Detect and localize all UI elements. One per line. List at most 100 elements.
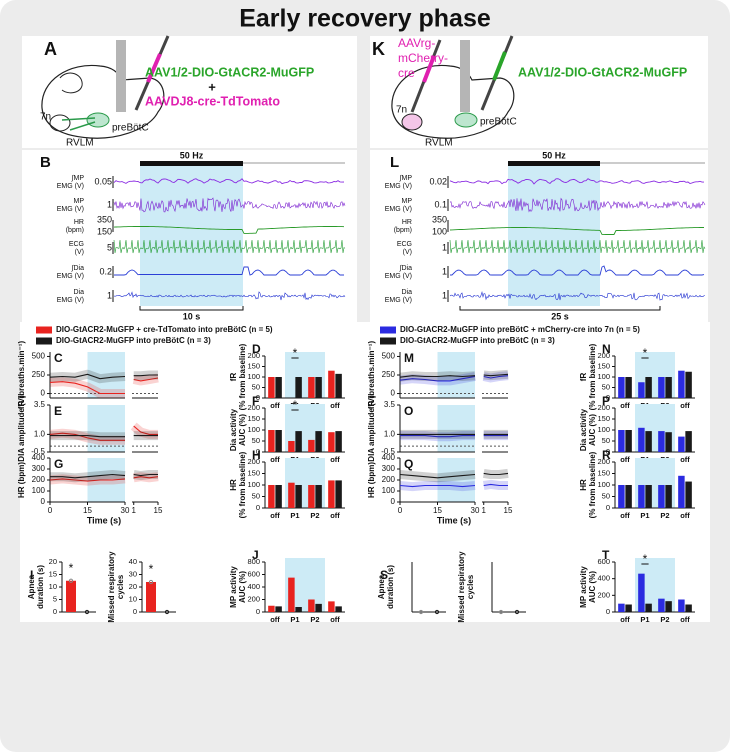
mean-line bbox=[133, 473, 158, 477]
channel-scale: 100 bbox=[432, 226, 447, 236]
mean-line bbox=[483, 472, 509, 476]
y-tick-label: 600 bbox=[597, 557, 610, 566]
trace bbox=[113, 291, 346, 301]
y-tick-label: 400 bbox=[32, 453, 46, 462]
bar bbox=[275, 606, 282, 612]
bar bbox=[268, 377, 275, 398]
mean-line bbox=[483, 375, 509, 379]
y-tick-label: 400 bbox=[382, 453, 396, 462]
bar bbox=[618, 485, 625, 508]
bar bbox=[288, 577, 295, 612]
x-tick-label: 30 bbox=[121, 506, 130, 515]
channel-label: MP bbox=[74, 198, 85, 205]
stim-shade bbox=[508, 166, 600, 306]
significance-star: * bbox=[643, 346, 648, 360]
bar bbox=[295, 431, 302, 452]
syringe-fill bbox=[492, 51, 507, 81]
bar bbox=[268, 605, 275, 612]
y-tick-label: 3.5 bbox=[384, 400, 396, 409]
y-tick-label: 200 bbox=[597, 590, 610, 599]
y-tick-label: 250 bbox=[32, 370, 46, 379]
y-tick-label: 200 bbox=[597, 403, 610, 412]
panel-bg bbox=[22, 36, 357, 148]
y-tick-label: 100 bbox=[247, 372, 260, 381]
bar bbox=[328, 432, 335, 452]
legend-swatch bbox=[380, 326, 396, 334]
y-axis-label: AUC (%) bbox=[238, 571, 247, 603]
time-scale-bar bbox=[139, 306, 244, 311]
y-tick-label: 0 bbox=[256, 393, 260, 402]
bar bbox=[308, 485, 315, 508]
bar bbox=[638, 485, 645, 508]
bar bbox=[335, 431, 342, 452]
bar bbox=[295, 607, 302, 612]
bar bbox=[315, 485, 322, 508]
y-tick-label: 300 bbox=[382, 464, 396, 473]
optic-fiber bbox=[460, 40, 470, 112]
syringe-fill bbox=[422, 55, 436, 83]
x-tick-label: off bbox=[270, 615, 280, 624]
y-tick-label: 150 bbox=[247, 361, 260, 370]
y-tick-label: 200 bbox=[597, 351, 610, 360]
panel-letter: A bbox=[44, 39, 57, 59]
y-tick-label: 0 bbox=[606, 393, 610, 402]
bar bbox=[645, 377, 652, 398]
bar bbox=[658, 431, 665, 452]
trace bbox=[449, 239, 706, 254]
bar bbox=[275, 377, 282, 398]
bar bbox=[618, 377, 625, 398]
y-axis-label: fR bbox=[229, 373, 238, 382]
y-tick-label: 40 bbox=[129, 557, 137, 566]
channel-label: ECG bbox=[69, 241, 84, 248]
channel-scale: 0.02 bbox=[429, 176, 447, 186]
channel-scale: 1 bbox=[442, 242, 447, 252]
panel-letter: F bbox=[252, 394, 259, 408]
y-axis-label: DIA amplitude (V) bbox=[367, 395, 376, 462]
y-axis-label: cycles bbox=[116, 574, 125, 599]
bar bbox=[295, 377, 302, 398]
x-tick-label: off bbox=[270, 455, 280, 464]
x-tick-label: 0 bbox=[398, 506, 403, 515]
channel-label: EMG (V) bbox=[385, 183, 412, 190]
panel-letter: H bbox=[252, 448, 261, 462]
bar bbox=[328, 480, 335, 508]
stim-shade bbox=[437, 405, 475, 452]
y-tick-label: 150 bbox=[247, 468, 260, 477]
channel-label: (bpm) bbox=[66, 227, 84, 234]
y-axis-label: Missed respiratory bbox=[457, 551, 466, 623]
y-axis-label: duration (s) bbox=[386, 565, 395, 609]
y-tick-label: 50 bbox=[602, 436, 610, 445]
nucleus-7n bbox=[49, 114, 71, 132]
nucleus-label: preBötC bbox=[112, 123, 149, 134]
mean-line bbox=[483, 483, 508, 487]
y-axis-label: fR (breaths.min⁻¹) bbox=[367, 341, 376, 410]
y-tick-label: 800 bbox=[247, 557, 260, 566]
nucleus-label: 7n bbox=[40, 112, 51, 123]
syringe-fill bbox=[146, 53, 162, 83]
y-tick-label: 5 bbox=[53, 594, 57, 603]
x-tick-label: off bbox=[330, 455, 340, 464]
y-tick-label: 600 bbox=[247, 569, 260, 578]
y-tick-label: 30 bbox=[129, 569, 137, 578]
y-tick-label: 100 bbox=[32, 486, 46, 495]
y-tick-label: 150 bbox=[597, 414, 610, 423]
bar bbox=[308, 377, 315, 398]
x-tick-label: 0 bbox=[48, 506, 53, 515]
y-tick-label: 50 bbox=[602, 491, 610, 500]
y-tick-label: 100 bbox=[597, 480, 610, 489]
mean-line bbox=[399, 375, 476, 378]
y-tick-label: 200 bbox=[247, 403, 260, 412]
legend-label: DIO-GtACR2-MuGFP into preBötC (n = 3) bbox=[400, 336, 555, 345]
brainstem-outline bbox=[41, 64, 165, 139]
y-tick-label: 50 bbox=[252, 436, 260, 445]
trace bbox=[449, 178, 704, 185]
y-tick-label: 10 bbox=[49, 582, 57, 591]
channel-label: Dia bbox=[73, 289, 84, 296]
y-axis-label: MP activity bbox=[579, 566, 588, 608]
y-axis-label: duration (s) bbox=[36, 565, 45, 609]
channel-scale: 1 bbox=[442, 266, 447, 276]
panel-bg bbox=[370, 36, 708, 148]
bar bbox=[665, 432, 672, 452]
y-tick-label: 0 bbox=[391, 497, 396, 506]
y-axis-label: HR (bpm) bbox=[367, 462, 376, 498]
